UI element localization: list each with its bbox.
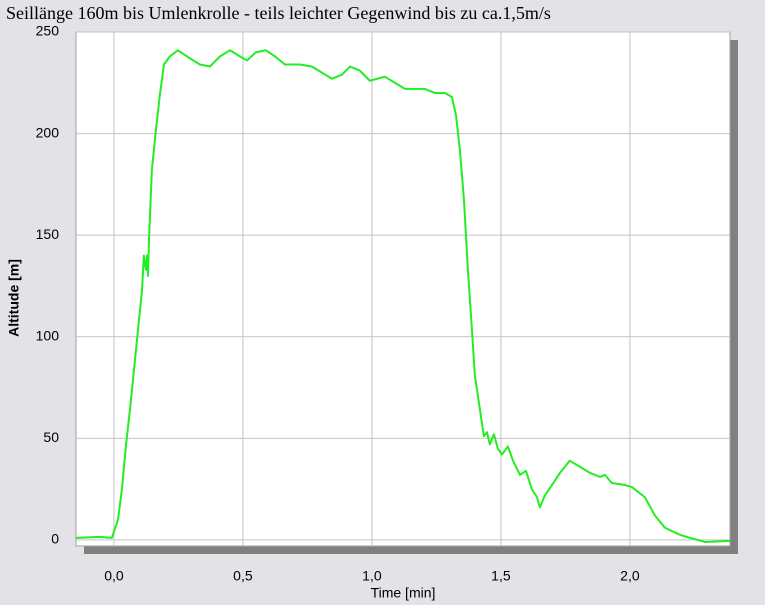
x-tick-label: 0,5 <box>233 568 253 584</box>
y-axis-label: Altitude [m] <box>6 259 22 337</box>
x-tick-label: 1,5 <box>491 568 511 584</box>
x-tick-label: 0,0 <box>104 568 124 584</box>
y-tick-label: 150 <box>36 226 60 242</box>
plot-area <box>75 31 731 547</box>
y-tick-label: 50 <box>43 429 59 445</box>
chart-title: Seillänge 160m bis Umlenkrolle - teils l… <box>6 3 551 23</box>
marks <box>75 49 731 543</box>
y-tick-label: 250 <box>36 23 60 39</box>
y-tick-label: 0 <box>51 531 59 547</box>
altitude-line <box>75 49 731 543</box>
x-axis-label: Time [min] <box>371 585 436 601</box>
y-tick-label: 100 <box>36 327 60 343</box>
x-tick-label: 1,0 <box>362 568 382 584</box>
x-tick-label: 2,0 <box>620 568 640 584</box>
y-tick-label: 200 <box>36 124 60 140</box>
grid <box>76 31 730 546</box>
